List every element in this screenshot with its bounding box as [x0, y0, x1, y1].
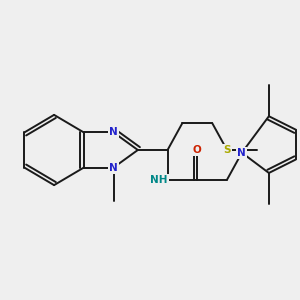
Text: S: S — [223, 145, 231, 155]
Text: N: N — [109, 163, 118, 172]
Text: N: N — [238, 148, 246, 158]
Text: N: N — [109, 128, 118, 137]
Text: NH: NH — [150, 175, 168, 185]
Text: O: O — [193, 145, 202, 155]
